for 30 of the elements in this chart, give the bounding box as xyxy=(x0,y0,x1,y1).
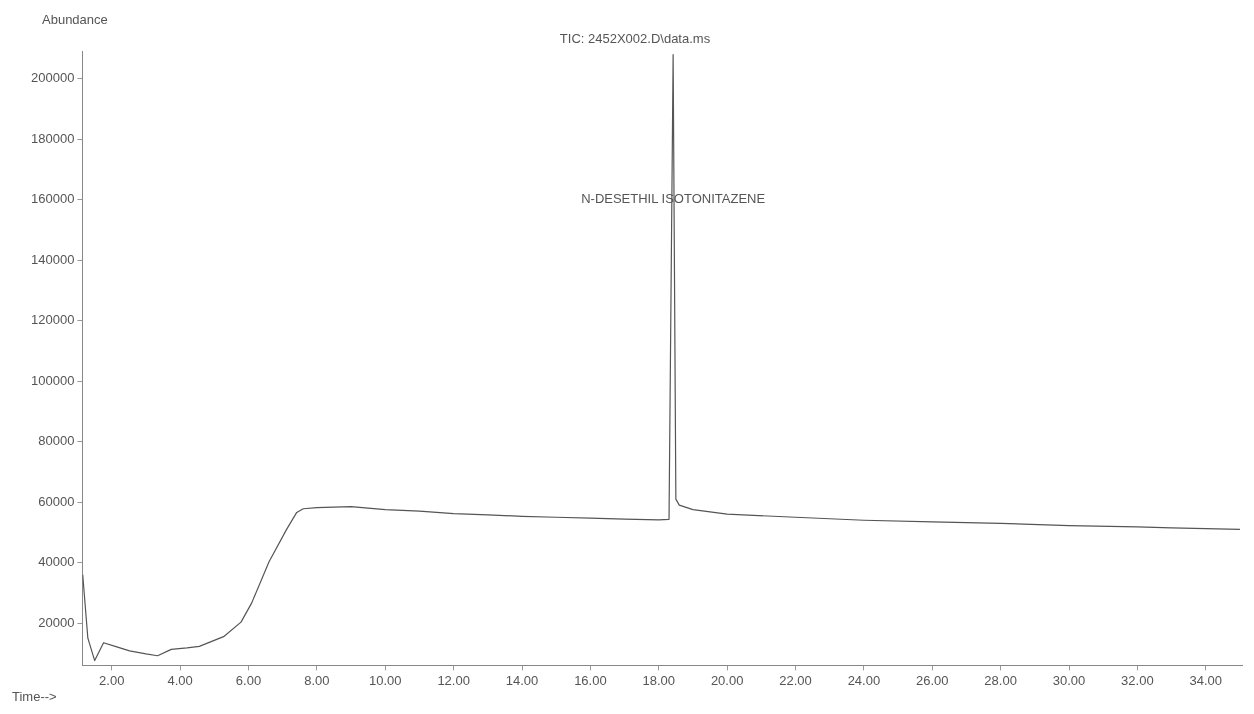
x-tick-label: 8.00 xyxy=(304,672,330,688)
x-tick-label: 12.00 xyxy=(437,672,470,688)
y-tick-label: 180000 xyxy=(30,130,75,146)
x-tick-label: 22.00 xyxy=(779,672,812,688)
y-tick-label: 20000 xyxy=(38,614,75,630)
y-tick-label: 80000 xyxy=(38,433,75,449)
x-tick-label: 2.00 xyxy=(99,672,125,688)
x-tick-label: 20.00 xyxy=(710,672,744,688)
x-tick-label: 16.00 xyxy=(574,672,607,688)
x-tick-label: 18.00 xyxy=(642,672,676,688)
chart-title: TIC: 2452X002.D\data.ms xyxy=(559,31,711,47)
x-tick-label: 6.00 xyxy=(235,672,262,688)
x-tick-label: 32.00 xyxy=(1121,672,1154,688)
y-axis-title: Abundance xyxy=(42,12,108,28)
y-tick-label: 140000 xyxy=(30,251,75,267)
y-tick-label: 100000 xyxy=(30,372,75,388)
x-tick-label: 28.00 xyxy=(984,672,1017,688)
x-tick-label: 30.00 xyxy=(1052,672,1086,688)
x-tick-label: 34.00 xyxy=(1189,672,1223,688)
x-tick-label: 10.00 xyxy=(369,672,402,688)
y-tick-label: 40000 xyxy=(38,554,75,570)
x-tick-label: 4.00 xyxy=(167,672,193,688)
x-axis-title: Time--> xyxy=(12,689,57,705)
y-tick-label: 160000 xyxy=(30,191,75,207)
x-tick-label: 26.00 xyxy=(915,672,949,688)
y-tick-label: 60000 xyxy=(38,493,75,509)
y-tick-label: 200000 xyxy=(30,70,75,86)
y-tick-label: 120000 xyxy=(30,312,75,328)
x-tick-label: 24.00 xyxy=(847,672,881,688)
x-tick-label: 14.00 xyxy=(505,672,539,688)
